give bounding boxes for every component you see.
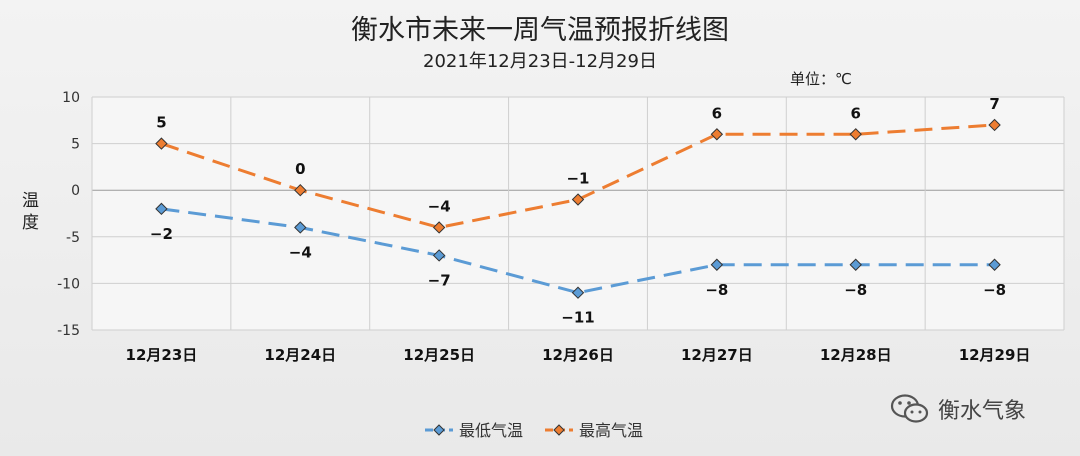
legend-label: 最低气温 xyxy=(459,421,523,440)
chart-title: 衡水市未来一周气温预报折线图 xyxy=(351,15,729,46)
data-point xyxy=(710,128,724,141)
data-point xyxy=(988,258,1001,271)
data-label: −1 xyxy=(566,170,589,188)
watermark: 衡水气象 xyxy=(890,392,1026,426)
y-axis-label: 温度 xyxy=(22,191,39,233)
data-label: 7 xyxy=(989,95,999,113)
data-point xyxy=(571,193,585,206)
y-tick-label: -5 xyxy=(66,230,80,246)
x-tick-label: 12月23日 xyxy=(126,346,198,364)
data-point xyxy=(432,249,446,262)
data-label: 5 xyxy=(156,114,166,132)
data-point xyxy=(432,221,446,234)
data-point xyxy=(849,128,862,141)
data-label: −8 xyxy=(844,281,867,299)
legend-label: 最高气温 xyxy=(579,421,643,440)
chart-subtitle: 2021年12月23日-12月29日 xyxy=(423,51,657,72)
data-point xyxy=(294,221,307,234)
legend-marker xyxy=(553,424,565,436)
x-tick-label: 12月27日 xyxy=(681,346,753,364)
unit-label: 单位：℃ xyxy=(790,70,852,88)
y-tick-label: 10 xyxy=(62,90,80,106)
legend-marker xyxy=(433,424,445,436)
data-label: −4 xyxy=(289,243,312,261)
x-tick-label: 12月26日 xyxy=(542,346,614,364)
data-label: −11 xyxy=(561,309,594,327)
y-tick-label: 5 xyxy=(71,137,80,153)
x-tick-label: 12月29日 xyxy=(959,346,1031,364)
y-tick-label: -10 xyxy=(57,276,80,292)
y-tick-label: -15 xyxy=(57,323,80,339)
data-label: −4 xyxy=(428,197,451,215)
data-label: 6 xyxy=(712,104,722,122)
wechat-icon xyxy=(890,394,929,423)
data-point xyxy=(849,258,862,271)
watermark-text: 衡水气象 xyxy=(938,399,1027,424)
data-point xyxy=(710,258,724,271)
data-point xyxy=(155,202,168,216)
x-tick-label: 12月25日 xyxy=(403,346,475,364)
x-tick-label: 12月28日 xyxy=(820,346,892,364)
data-point xyxy=(988,118,1001,132)
data-label: −2 xyxy=(150,225,173,243)
y-tick-label: 0 xyxy=(71,183,80,199)
data-label: −8 xyxy=(705,281,728,299)
data-point xyxy=(155,137,168,150)
data-label: −8 xyxy=(983,281,1006,299)
data-point xyxy=(294,183,307,197)
x-tick-label: 12月24日 xyxy=(264,346,336,364)
data-label: 6 xyxy=(850,104,860,122)
data-label: 0 xyxy=(295,160,305,178)
data-label: −7 xyxy=(428,271,451,289)
data-point xyxy=(571,286,585,299)
